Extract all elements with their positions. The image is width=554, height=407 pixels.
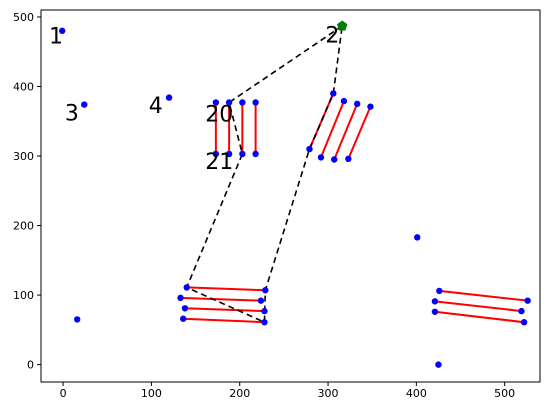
point-24 [177, 294, 184, 302]
point-30 [436, 287, 443, 295]
point-28 [179, 315, 187, 322]
segment-14 [434, 310, 525, 324]
segment-8 [186, 286, 266, 292]
segments-layer [180, 93, 528, 324]
tour-path [185, 25, 343, 324]
segment-9 [180, 296, 261, 302]
point-27 [261, 307, 268, 315]
y-tick-label-0: 0 [27, 359, 34, 372]
annotation-4: 20 [205, 102, 233, 127]
start-marker [336, 20, 348, 31]
point-16 [317, 154, 325, 161]
point-6 [212, 99, 220, 106]
point-5 [435, 361, 442, 368]
segment-11 [183, 317, 265, 324]
axes-layer: 0 100 200 300 400 500 0 100 200 300 400 500 [13, 11, 515, 400]
segment-7 [347, 106, 372, 160]
point-1 [81, 101, 88, 108]
point-26 [181, 305, 189, 312]
point-14 [306, 145, 313, 153]
y-tick-label-5: 500 [13, 11, 34, 24]
segment-10 [184, 307, 265, 313]
point-11 [239, 150, 246, 158]
point-0 [58, 27, 66, 35]
y-tick-label-2: 200 [13, 220, 34, 233]
points-layer [58, 20, 531, 368]
x-tick-label-1: 100 [141, 387, 162, 400]
x-tick-label-0: 0 [60, 387, 67, 400]
segment-13 [434, 300, 522, 313]
point-32 [431, 298, 439, 305]
point-33 [518, 307, 525, 315]
segment-4 [308, 93, 335, 150]
segment-6 [333, 103, 359, 160]
annotation-1: 2 [325, 24, 339, 49]
plot-frame [40, 9, 541, 383]
point-17 [340, 97, 348, 105]
point-13 [252, 150, 259, 158]
annotation-5: 21 [205, 150, 233, 175]
annotations-layer: 1 2 3 4 20 21 [49, 24, 339, 176]
point-25 [257, 297, 265, 304]
path-layer [185, 25, 343, 324]
annotation-0: 1 [49, 24, 63, 49]
point-18 [331, 156, 338, 163]
point-8 [225, 99, 233, 106]
point-12 [252, 99, 259, 106]
point-9 [225, 150, 233, 158]
x-tick-label-3: 300 [318, 387, 339, 400]
annotation-2: 3 [65, 102, 79, 127]
point-29 [261, 319, 268, 326]
y-tick-label-1: 100 [13, 289, 34, 302]
point-22 [183, 284, 190, 291]
point-3 [74, 316, 81, 323]
point-20 [345, 155, 352, 162]
segment-5 [320, 100, 345, 158]
point-10 [239, 99, 246, 106]
point-2 [165, 94, 173, 101]
x-tick-label-2: 200 [229, 387, 250, 400]
annotation-3: 4 [149, 94, 163, 119]
point-31 [524, 297, 531, 304]
y-tick-label-4: 400 [13, 80, 34, 93]
segment-12 [439, 289, 528, 302]
point-19 [353, 100, 361, 108]
point-7 [212, 150, 220, 158]
x-tick-label-5: 500 [494, 387, 515, 400]
point-4 [414, 234, 421, 241]
point-23 [262, 287, 269, 294]
point-34 [431, 308, 439, 315]
y-tick-label-3: 300 [13, 150, 34, 163]
point-15 [330, 90, 337, 97]
x-tick-label-4: 400 [406, 387, 427, 400]
point-21 [367, 103, 374, 110]
point-35 [520, 319, 528, 326]
